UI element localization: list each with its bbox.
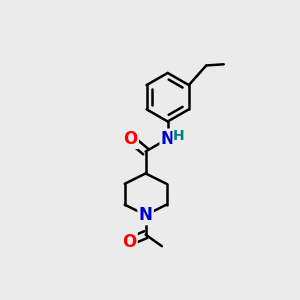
Text: H: H bbox=[173, 130, 185, 143]
Text: N: N bbox=[161, 130, 175, 148]
Text: O: O bbox=[123, 130, 138, 148]
Text: N: N bbox=[139, 206, 153, 224]
Text: O: O bbox=[122, 232, 136, 250]
